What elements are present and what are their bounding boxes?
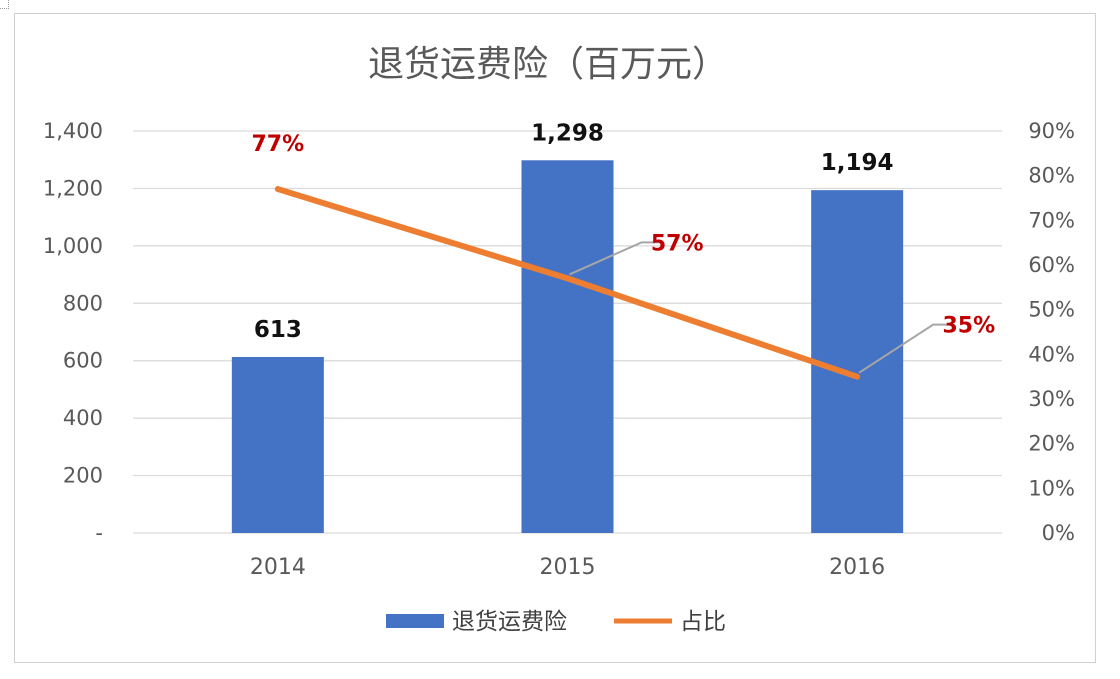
bar-value-label: 1,194 — [821, 150, 894, 176]
legend: 退货运费险 占比 — [386, 609, 726, 635]
left-axis: - 200 400 600 800 1,000 1,200 1,400 — [43, 119, 103, 545]
left-tick-label: 800 — [63, 291, 103, 315]
right-tick-label: 40% — [1028, 342, 1075, 366]
line-value-label: 77% — [251, 132, 304, 157]
left-tick-label: 1,200 — [43, 176, 103, 200]
legend-label-line: 占比 — [680, 609, 726, 635]
right-tick-label: 0% — [1042, 521, 1075, 545]
right-tick-label: 10% — [1028, 476, 1075, 500]
x-tick-label: 2015 — [540, 555, 596, 580]
bar-value-label: 613 — [254, 317, 302, 343]
line-data-labels: 77% 57% 35% — [251, 132, 995, 339]
legend-swatch-bar — [386, 614, 444, 628]
left-tick-label: 400 — [63, 406, 103, 430]
left-tick-label: 600 — [63, 349, 103, 373]
leader-lines — [569, 241, 954, 374]
bar — [811, 190, 904, 533]
x-tick-label: 2016 — [829, 555, 885, 580]
bar — [521, 160, 614, 533]
x-axis: 2014 2015 2016 — [250, 555, 885, 580]
line-value-label: 35% — [942, 314, 995, 339]
right-tick-label: 90% — [1028, 119, 1075, 143]
right-tick-label: 80% — [1028, 164, 1075, 188]
leader-line — [858, 323, 954, 374]
right-tick-label: 60% — [1028, 253, 1075, 277]
right-tick-label: 30% — [1028, 387, 1075, 411]
legend-label-bar: 退货运费险 — [452, 609, 567, 635]
bar-series — [231, 160, 904, 533]
bar — [231, 356, 324, 533]
bar-value-label: 1,298 — [531, 120, 604, 146]
right-tick-label: 70% — [1028, 208, 1075, 232]
left-tick-label: 200 — [63, 464, 103, 488]
line-value-label: 57% — [651, 231, 704, 256]
corner-marker — [0, 0, 9, 9]
leader-line — [569, 241, 662, 276]
x-tick-label: 2014 — [250, 555, 306, 580]
line-series — [274, 186, 861, 380]
chart-title: 退货运费险（百万元） — [368, 44, 728, 85]
right-axis: 0% 10% 20% 30% 40% 50% 60% 70% 80% 90% — [1028, 119, 1075, 545]
right-tick-label: 20% — [1028, 432, 1075, 456]
right-tick-label: 50% — [1028, 298, 1075, 322]
left-tick-label: 1,400 — [43, 119, 103, 143]
left-tick-label: 1,000 — [43, 234, 103, 258]
bar-data-labels: 613 1,298 1,194 — [254, 120, 894, 343]
left-tick-label: - — [95, 521, 103, 545]
